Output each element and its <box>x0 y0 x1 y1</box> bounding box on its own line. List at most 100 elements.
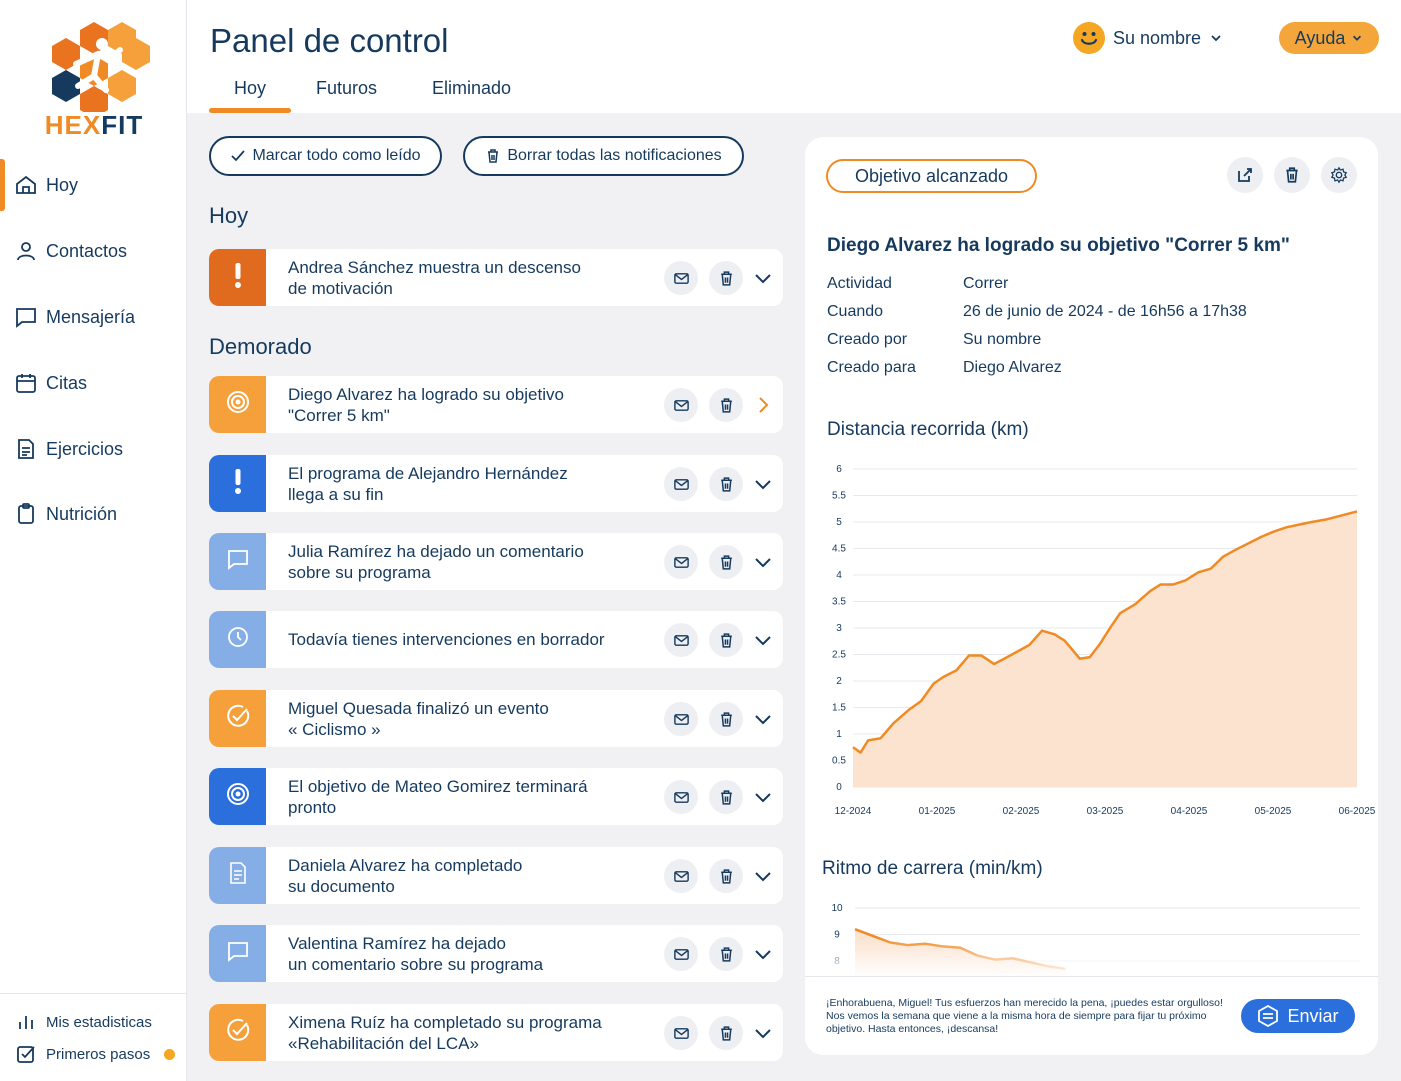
notification-type-badge <box>209 249 266 306</box>
sidebar-item-mensajeria[interactable]: Mensajería <box>0 291 187 343</box>
detail-row: Actividad Correr <box>827 275 1008 293</box>
comment-icon <box>226 939 250 968</box>
clipboard-icon <box>18 503 34 524</box>
mark-read-button[interactable] <box>664 780 698 814</box>
notification-line-2: sobre su programa <box>288 562 431 582</box>
mail-icon <box>673 634 689 646</box>
mark-read-button[interactable] <box>664 623 698 657</box>
delete-notification-button[interactable] <box>709 1016 743 1050</box>
mark-read-button[interactable] <box>664 702 698 736</box>
chevron-down-icon[interactable] <box>752 708 774 730</box>
settings-button[interactable] <box>1321 157 1357 193</box>
x-tick-label: 02-2025 <box>1003 806 1040 817</box>
smiley-avatar-icon <box>1073 22 1105 54</box>
delete-notification-button[interactable] <box>709 467 743 501</box>
delete-notification-button[interactable] <box>709 702 743 736</box>
notification-line-1: El programa de Alejandro Hernández <box>288 463 568 483</box>
chevron-down-icon <box>1211 35 1221 42</box>
notification-card[interactable]: Julia Ramírez ha dejado un comentario sob… <box>209 533 783 590</box>
chevron-down-icon[interactable] <box>752 267 774 289</box>
mark-read-button[interactable] <box>664 859 698 893</box>
mark-read-button[interactable] <box>664 388 698 422</box>
notification-type-badge <box>209 925 266 982</box>
detail-row: Creado para Diego Alvarez <box>827 359 1062 377</box>
sidebar-item-ejercicios[interactable]: Ejercicios <box>0 423 187 475</box>
chevron-right-icon[interactable] <box>752 394 774 416</box>
chevron-down-icon[interactable] <box>752 865 774 887</box>
x-tick-label: 06-2025 <box>1339 806 1375 817</box>
tab-hoy[interactable]: Hoy <box>234 78 267 98</box>
edit-icon <box>1238 168 1252 182</box>
message-text[interactable]: ¡Enhorabuena, Miguel! Tus esfuerzos han … <box>826 997 1223 1035</box>
delete-notification-button[interactable] <box>709 261 743 295</box>
sidebar-item-stats[interactable]: Mis estadisticas <box>16 1012 152 1032</box>
detail-label: Creado por <box>827 331 908 348</box>
chart-title-pace: Ritmo de carrera (min/km) <box>822 858 1043 879</box>
delete-notification-button[interactable] <box>709 859 743 893</box>
user-menu[interactable]: Su nombre <box>1073 22 1223 54</box>
chevron-down-icon[interactable] <box>752 1022 774 1044</box>
mark-all-read-button[interactable]: Marcar todo como leído <box>209 136 442 176</box>
sidebar-item-contactos[interactable]: Contactos <box>0 225 187 277</box>
brand-name: HEXFIT <box>44 110 144 140</box>
mark-read-button[interactable] <box>664 1016 698 1050</box>
notification-text: Julia Ramírez ha dejado un comentario sob… <box>288 533 658 590</box>
notification-card[interactable]: Ximena Ruíz ha completado su programa «Re… <box>209 1004 783 1061</box>
delete-button[interactable] <box>1274 157 1310 193</box>
delete-notification-button[interactable] <box>709 623 743 657</box>
mail-icon <box>673 1027 689 1039</box>
notification-line-1: Julia Ramírez ha dejado un comentario <box>288 541 584 561</box>
delete-notification-button[interactable] <box>709 388 743 422</box>
notification-card[interactable]: El objetivo de Mateo Gomirez terminará pr… <box>209 768 783 825</box>
detail-label: Cuando <box>827 303 884 320</box>
clear-all-notifications-button[interactable]: Borrar todas las notificaciones <box>463 136 744 176</box>
notification-card[interactable]: Todavía tienes intervenciones en borrado… <box>209 611 783 668</box>
notification-card[interactable]: El programa de Alejandro Hernández llega … <box>209 455 783 512</box>
sidebar-item-hoy[interactable]: Hoy <box>0 159 187 211</box>
mark-read-button[interactable] <box>664 937 698 971</box>
notification-line-2: de motivación <box>288 278 393 298</box>
edit-button[interactable] <box>1227 157 1263 193</box>
trash-icon <box>1286 167 1298 183</box>
message-icon <box>16 308 36 328</box>
chevron-down-icon[interactable] <box>752 943 774 965</box>
mark-all-read-label: Marcar todo como leído <box>252 147 421 164</box>
notification-card[interactable]: Diego Alvarez ha logrado su objetivo "Cor… <box>209 376 783 433</box>
delete-notification-button[interactable] <box>709 780 743 814</box>
chevron-down-icon[interactable] <box>752 551 774 573</box>
home-icon <box>16 175 36 194</box>
mail-icon <box>673 948 689 960</box>
notification-card[interactable]: Daniela Alvarez ha completado su document… <box>209 847 783 904</box>
hexfit-logo[interactable]: HEXFIT <box>36 20 152 140</box>
calendar-icon <box>16 374 36 393</box>
notification-card[interactable]: Miguel Quesada finalizó un evento « Cicli… <box>209 690 783 747</box>
notification-line-2: "Correr 5 km" <box>288 405 390 425</box>
notification-line-1: Miguel Quesada finalizó un evento <box>288 698 549 718</box>
trash-icon <box>720 397 732 413</box>
notification-card[interactable]: Andrea Sánchez muestra un descenso de mot… <box>209 249 783 306</box>
mark-read-button[interactable] <box>664 467 698 501</box>
document-icon <box>18 439 34 459</box>
send-button[interactable]: Enviar <box>1241 999 1355 1033</box>
notification-card[interactable]: Valentina Ramírez ha dejado un comentario… <box>209 925 783 982</box>
clock-icon <box>226 625 250 654</box>
help-button[interactable]: Ayuda <box>1279 22 1379 54</box>
chevron-down-icon[interactable] <box>752 473 774 495</box>
tab-eliminado[interactable]: Eliminado <box>432 78 512 98</box>
delete-notification-button[interactable] <box>709 937 743 971</box>
detail-value: Su nombre <box>963 331 1042 348</box>
chevron-down-icon[interactable] <box>752 629 774 651</box>
x-tick-label: 12-2024 <box>835 806 872 817</box>
mark-read-button[interactable] <box>664 261 698 295</box>
sidebar-item-citas[interactable]: Citas <box>0 357 187 409</box>
delete-notification-button[interactable] <box>709 545 743 579</box>
sidebar-item-nutricion[interactable]: Nutrición <box>0 488 187 540</box>
chevron-down-icon[interactable] <box>752 786 774 808</box>
y-tick-label: 0.5 <box>832 756 846 767</box>
tab-futuros[interactable]: Futuros <box>316 78 378 98</box>
mark-read-button[interactable] <box>664 545 698 579</box>
document-icon <box>227 861 249 890</box>
mail-icon <box>673 478 689 490</box>
stats-icon <box>19 1016 33 1029</box>
sidebar-item-first-steps[interactable]: Primeros pasos <box>16 1044 176 1064</box>
